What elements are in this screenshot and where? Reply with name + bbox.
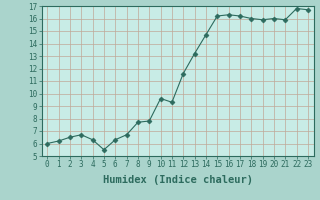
X-axis label: Humidex (Indice chaleur): Humidex (Indice chaleur) [103,175,252,185]
